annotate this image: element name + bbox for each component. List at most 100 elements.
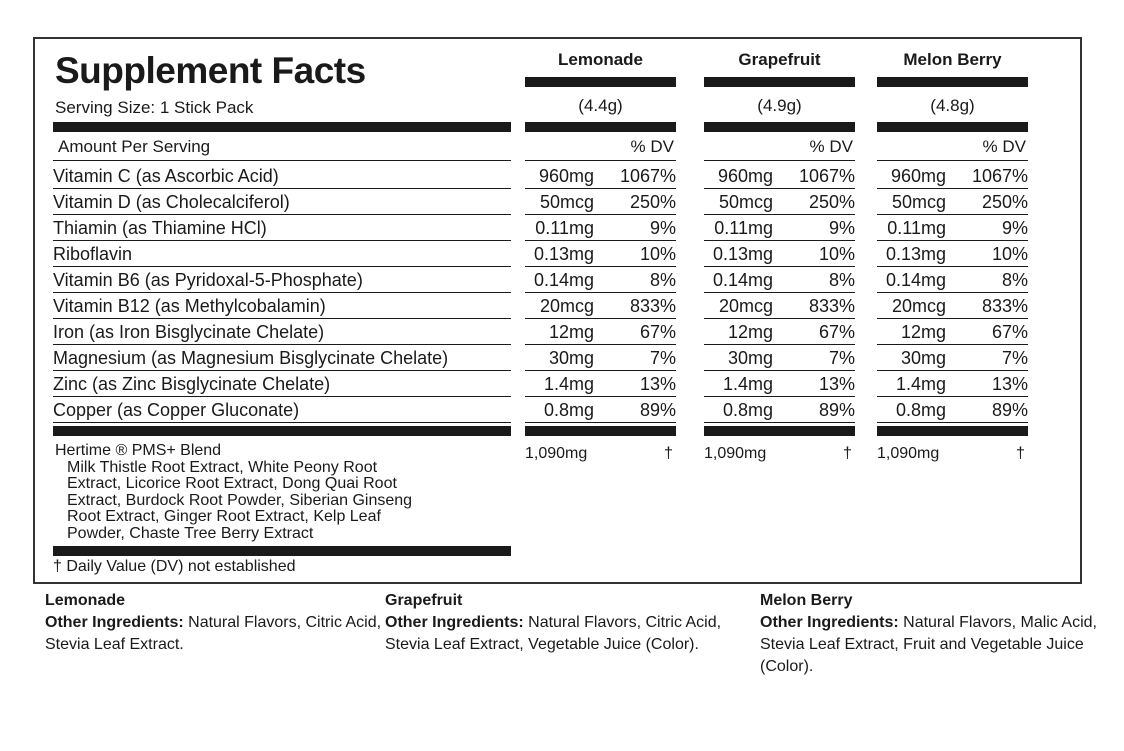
nutrient-name: Iron (as Iron Bisglycinate Chelate) bbox=[53, 322, 325, 342]
nutrient-value-row: 0.13mg 10% bbox=[704, 241, 855, 267]
nutrient-dv: 250% bbox=[981, 192, 1028, 212]
blend-ingredient-line: Milk Thistle Root Extract, White Peony R… bbox=[67, 458, 378, 476]
nutrient-dv: 1067% bbox=[971, 166, 1028, 186]
thick-divider bbox=[525, 77, 676, 87]
nutrient-amount: 30mg bbox=[727, 348, 773, 368]
nutrient-value-row: 20mcg 833% bbox=[704, 293, 855, 319]
blend-amount: 1,090mg bbox=[704, 445, 767, 462]
dv-header: % DV bbox=[809, 137, 853, 156]
nutrient-name: Thiamin (as Thiamine HCl) bbox=[53, 218, 267, 238]
nutrient-value-row: 12mg 67% bbox=[704, 319, 855, 345]
nutrient-dv: 9% bbox=[649, 218, 676, 238]
thick-divider bbox=[704, 122, 855, 132]
nutrient-amount: 0.8mg bbox=[543, 400, 594, 420]
blend-name: Hertime ® PMS+ Blend bbox=[55, 442, 222, 459]
dv-footnote: † Daily Value (DV) not established bbox=[53, 558, 296, 575]
nutrient-dv: 833% bbox=[981, 296, 1028, 316]
blend-section: Hertime ® PMS+ Blend Milk Thistle Root E… bbox=[55, 442, 412, 542]
serving-size: Serving Size: 1 Stick Pack bbox=[55, 98, 254, 117]
nutrient-dv: 833% bbox=[629, 296, 676, 316]
nutrient-amount: 0.14mg bbox=[712, 270, 773, 290]
nutrient-amount: 0.13mg bbox=[712, 244, 773, 264]
dv-header: % DV bbox=[982, 137, 1026, 156]
nutrient-row: Copper (as Copper Gluconate) bbox=[53, 397, 511, 423]
nutrient-dv: 13% bbox=[991, 374, 1028, 394]
nutrient-value-row: 0.11mg 9% bbox=[877, 215, 1028, 241]
nutrient-amount: 960mg bbox=[538, 166, 594, 186]
nutrient-amount: 0.11mg bbox=[887, 218, 946, 238]
blend-amount: 1,090mg bbox=[877, 445, 940, 462]
nutrient-row: Vitamin C (as Ascorbic Acid) bbox=[53, 163, 511, 189]
nutrient-value-row: 0.11mg 9% bbox=[704, 215, 855, 241]
nutrient-value-row: 0.14mg 8% bbox=[525, 267, 676, 293]
nutrient-value-row: 0.8mg 89% bbox=[704, 397, 855, 423]
nutrient-dv: 1067% bbox=[798, 166, 855, 186]
nutrient-row: Vitamin B6 (as Pyridoxal-5-Phosphate) bbox=[53, 267, 511, 293]
nutrient-dv: 1067% bbox=[619, 166, 676, 186]
flavor-column-header: Melon Berry bbox=[903, 50, 1002, 69]
flavor-column-header: Lemonade bbox=[557, 50, 644, 69]
nutrient-amount: 960mg bbox=[717, 166, 773, 186]
nutrient-value-row: 12mg 67% bbox=[525, 319, 676, 345]
nutrient-value-row: 12mg 67% bbox=[877, 319, 1028, 345]
serving-weight: (4.8g) bbox=[930, 96, 975, 115]
blend-ingredient-line: Powder, Chaste Tree Berry Extract bbox=[67, 524, 314, 542]
dv-header: % DV bbox=[630, 137, 674, 156]
nutrient-dv: 89% bbox=[991, 400, 1028, 420]
nutrient-amount: 50mcg bbox=[718, 192, 773, 212]
nutrient-row: Magnesium (as Magnesium Bisglycinate Che… bbox=[53, 345, 511, 371]
serving-weight: (4.9g) bbox=[757, 96, 802, 115]
nutrient-amount: 20mcg bbox=[718, 296, 773, 316]
facts-panel-border bbox=[33, 37, 1082, 584]
nutrient-dv: 10% bbox=[818, 244, 855, 264]
nutrient-amount: 0.13mg bbox=[533, 244, 594, 264]
thick-divider bbox=[525, 122, 676, 132]
nutrient-name: Copper (as Copper Gluconate) bbox=[53, 400, 300, 420]
blend-dv-dagger: † bbox=[664, 445, 673, 462]
nutrient-amount: 30mg bbox=[900, 348, 946, 368]
flavor-name: Lemonade bbox=[45, 592, 126, 609]
blend-dv-dagger: † bbox=[843, 445, 852, 462]
nutrient-row: Riboflavin bbox=[53, 241, 511, 267]
nutrient-amount: 12mg bbox=[548, 322, 594, 342]
nutrient-dv: 7% bbox=[1001, 348, 1028, 368]
nutrient-amount: 50mcg bbox=[539, 192, 594, 212]
nutrient-amount: 30mg bbox=[548, 348, 594, 368]
other-ingredients-2: Melon Berry Other Ingredients: Natural Fl… bbox=[760, 590, 1120, 678]
flavor-name: Grapefruit bbox=[385, 592, 463, 609]
nutrient-dv: 9% bbox=[1001, 218, 1028, 238]
nutrient-dv: 8% bbox=[649, 270, 676, 290]
nutrient-dv: 67% bbox=[991, 322, 1028, 342]
nutrient-row: Iron (as Iron Bisglycinate Chelate) bbox=[53, 319, 511, 345]
nutrient-dv: 89% bbox=[818, 400, 855, 420]
nutrient-dv: 833% bbox=[808, 296, 855, 316]
other-ingredients-0: Lemonade Other Ingredients: Natural Flavo… bbox=[45, 590, 405, 656]
thick-divider bbox=[704, 426, 855, 436]
nutrient-name: Zinc (as Zinc Bisglycinate Chelate) bbox=[53, 374, 331, 394]
nutrient-value-row: 50mcg 250% bbox=[877, 189, 1028, 215]
nutrient-dv: 13% bbox=[639, 374, 676, 394]
nutrient-dv: 67% bbox=[818, 322, 855, 342]
nutrient-value-row: 960mg 1067% bbox=[704, 163, 855, 189]
flavor-name: Melon Berry bbox=[760, 592, 853, 609]
thick-divider bbox=[704, 77, 855, 87]
other-ingredients-label: Other Ingredients: bbox=[45, 614, 184, 631]
nutrient-value-row: 30mg 7% bbox=[877, 345, 1028, 371]
other-ingredients-text: Natural Flavors, Citric Acid, Stevia Lea… bbox=[385, 614, 722, 653]
nutrient-dv: 8% bbox=[1001, 270, 1028, 290]
nutrient-value-row: 1.4mg 13% bbox=[525, 371, 676, 397]
nutrient-amount: 50mcg bbox=[891, 192, 946, 212]
nutrient-amount: 12mg bbox=[727, 322, 773, 342]
nutrient-value-row: 0.11mg 9% bbox=[525, 215, 676, 241]
blend-ingredient-line: Root Extract, Ginger Root Extract, Kelp … bbox=[67, 508, 381, 525]
nutrient-name: Vitamin C (as Ascorbic Acid) bbox=[53, 166, 279, 186]
thin-divider bbox=[704, 160, 855, 162]
nutrient-value-row: 20mcg 833% bbox=[525, 293, 676, 319]
nutrient-value-row: 1.4mg 13% bbox=[877, 371, 1028, 397]
nutrient-amount: 1.4mg bbox=[722, 374, 773, 394]
nutrient-value-row: 20mcg 833% bbox=[877, 293, 1028, 319]
thick-divider bbox=[877, 426, 1028, 436]
nutrient-amount: 1.4mg bbox=[895, 374, 946, 394]
flavor-column-header: Grapefruit bbox=[738, 50, 821, 69]
thick-divider bbox=[53, 122, 511, 132]
